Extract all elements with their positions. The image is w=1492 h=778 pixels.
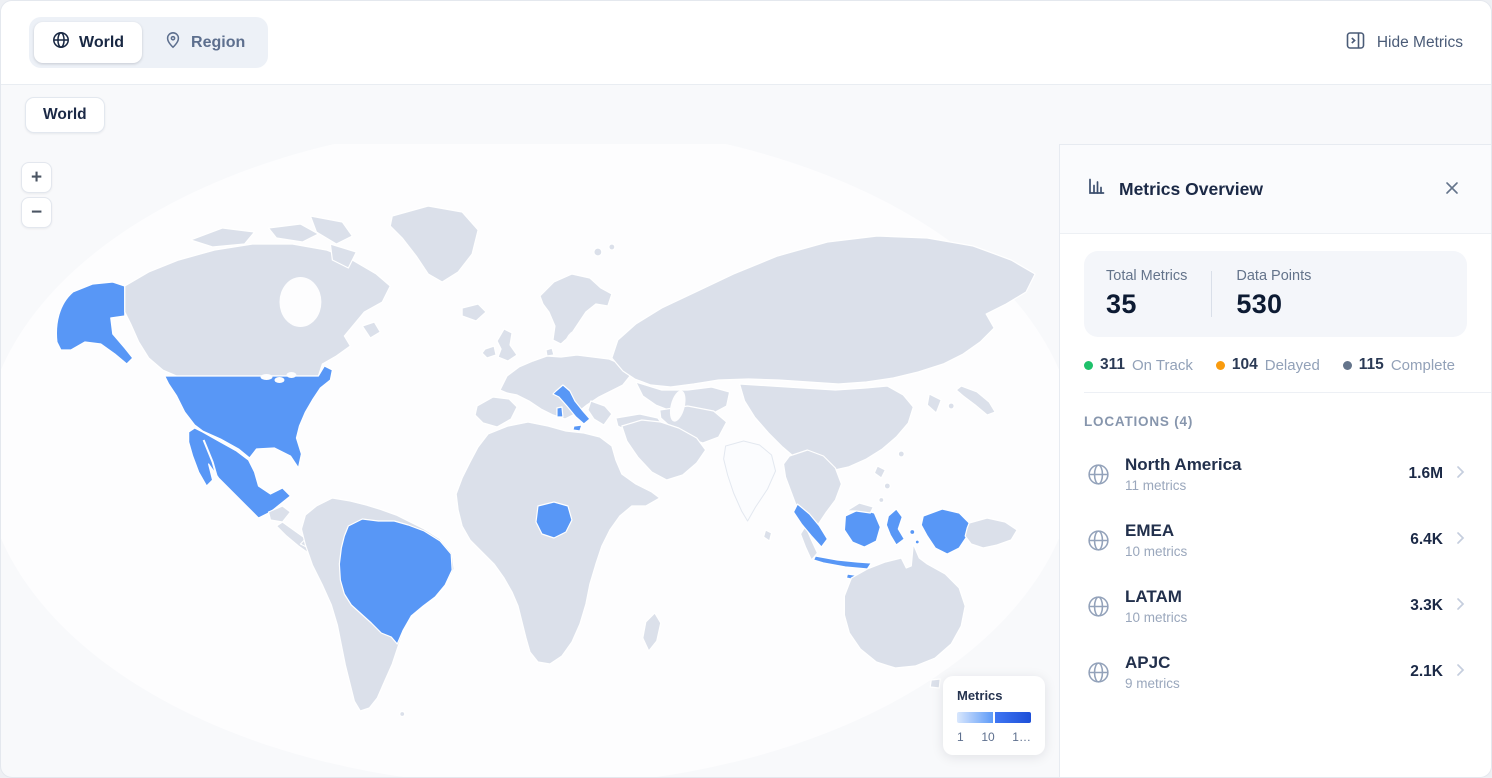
toggle-region-button[interactable]: Region bbox=[146, 22, 263, 63]
stats-summary-card: Total Metrics 35 Data Points 530 bbox=[1084, 251, 1467, 337]
chevron-right-icon bbox=[1456, 531, 1465, 550]
chevron-right-icon bbox=[1456, 465, 1465, 484]
panel-divider bbox=[1084, 392, 1491, 393]
country-brazil[interactable] bbox=[338, 518, 453, 645]
chevron-right-icon bbox=[1456, 663, 1465, 682]
location-name: EMEA bbox=[1125, 521, 1175, 540]
landmass-asia bbox=[593, 235, 1036, 561]
country-nigeria[interactable] bbox=[535, 501, 573, 539]
country-india[interactable] bbox=[723, 440, 777, 522]
zoom-in-button[interactable]: + bbox=[21, 162, 52, 193]
location-metric-count: 11 metrics bbox=[1125, 478, 1187, 493]
world-map[interactable]: + − Metrics 1 10 1… bbox=[1, 144, 1059, 778]
metrics-panel: Metrics Overview Total Metrics 35 Data bbox=[1059, 144, 1491, 777]
breadcrumb: World bbox=[1, 85, 1491, 144]
status-count-on-track: 311 bbox=[1100, 356, 1126, 373]
stat-total-metrics-value: 35 bbox=[1106, 289, 1137, 319]
close-icon bbox=[1443, 179, 1461, 200]
legend-gradient-high bbox=[995, 712, 1031, 723]
globe-icon bbox=[1086, 660, 1111, 685]
country-italy[interactable] bbox=[552, 384, 591, 425]
status-dot-complete bbox=[1342, 360, 1352, 370]
status-dot-delayed bbox=[1215, 360, 1225, 370]
toggle-region-label: Region bbox=[191, 33, 246, 51]
status-on-track: 311 On Track bbox=[1084, 356, 1193, 374]
landmass-europe bbox=[474, 273, 665, 434]
hide-metrics-button[interactable]: Hide Metrics bbox=[1345, 30, 1463, 56]
panel-right-icon bbox=[1345, 30, 1366, 56]
toggle-world-button[interactable]: World bbox=[34, 22, 143, 63]
breadcrumb-world-chip[interactable]: World bbox=[25, 96, 105, 133]
stat-total-metrics-label: Total Metrics bbox=[1106, 268, 1188, 284]
status-delayed: 104 Delayed bbox=[1215, 356, 1320, 374]
location-value: 2.1K bbox=[1410, 663, 1443, 680]
location-value: 6.4K bbox=[1410, 531, 1443, 548]
panel-title: Metrics Overview bbox=[1119, 178, 1263, 199]
legend-ticks: 1 10 1… bbox=[957, 730, 1031, 744]
country-united-states[interactable] bbox=[164, 365, 333, 469]
locations-section: LOCATIONS (4) North America 11 metrics 1… bbox=[1060, 393, 1491, 719]
location-name: North America bbox=[1125, 455, 1242, 474]
map-canvas[interactable] bbox=[1, 144, 1059, 778]
globe-icon bbox=[1086, 462, 1111, 487]
stat-data-points: Data Points 530 bbox=[1236, 268, 1311, 320]
map-zoom-controls: + − bbox=[21, 162, 52, 228]
location-name: LATAM bbox=[1125, 587, 1182, 606]
location-metric-count: 9 metrics bbox=[1125, 676, 1180, 691]
stat-total-metrics: Total Metrics 35 bbox=[1106, 268, 1187, 320]
status-count-complete: 115 bbox=[1358, 356, 1384, 373]
globe-icon bbox=[1086, 528, 1111, 553]
locations-header: LOCATIONS (4) bbox=[1084, 414, 1194, 429]
top-toolbar: World Region Hide Metric bbox=[1, 1, 1491, 85]
location-metric-count: 10 metrics bbox=[1125, 610, 1188, 625]
landmass-south-america bbox=[300, 497, 455, 718]
location-metric-count: 10 metrics bbox=[1125, 544, 1188, 559]
chevron-right-icon bbox=[1456, 597, 1465, 616]
metrics-panel-header: Metrics Overview bbox=[1060, 145, 1491, 234]
landmass-oceania bbox=[792, 502, 1028, 731]
location-row-emea[interactable]: EMEA 10 metrics 6.4K bbox=[1084, 511, 1467, 569]
stats-divider bbox=[1211, 271, 1213, 317]
map-pin-icon bbox=[164, 31, 182, 54]
toggle-world-label: World bbox=[79, 33, 125, 51]
country-greenland[interactable] bbox=[389, 205, 479, 283]
globe-icon bbox=[52, 31, 70, 54]
stat-data-points-value: 530 bbox=[1236, 289, 1283, 319]
hide-metrics-label: Hide Metrics bbox=[1376, 33, 1463, 51]
country-indonesia[interactable] bbox=[792, 503, 829, 548]
location-row-latam[interactable]: LATAM 10 metrics 3.3K bbox=[1084, 577, 1467, 635]
legend-tick-max: 1… bbox=[1012, 730, 1031, 744]
status-legend: 311 On Track 104 Delayed 115 Complete bbox=[1084, 356, 1467, 374]
legend-gradient-bar bbox=[957, 712, 1031, 723]
map-legend: Metrics 1 10 1… bbox=[943, 676, 1045, 755]
zoom-out-button[interactable]: − bbox=[21, 197, 52, 228]
status-count-delayed: 104 bbox=[1231, 356, 1258, 373]
location-row-apjc[interactable]: APJC 9 metrics 2.1K bbox=[1084, 643, 1467, 701]
location-value: 3.3K bbox=[1410, 597, 1443, 614]
legend-tick-min: 1 bbox=[957, 730, 964, 744]
status-dot-on-track bbox=[1084, 360, 1093, 370]
country-alaska-us[interactable] bbox=[55, 281, 134, 365]
status-label-delayed: Delayed bbox=[1264, 356, 1320, 374]
landmass-africa bbox=[455, 421, 662, 665]
location-row-north-america[interactable]: North America 11 metrics 1.6M bbox=[1084, 445, 1467, 503]
legend-tick-mid: 10 bbox=[981, 730, 995, 744]
location-name: APJC bbox=[1125, 653, 1171, 672]
status-label-complete: Complete bbox=[1390, 356, 1456, 374]
legend-title: Metrics bbox=[957, 688, 1003, 703]
legend-gradient-low bbox=[957, 712, 993, 723]
bar-chart-icon bbox=[1086, 176, 1107, 202]
stat-data-points-label: Data Points bbox=[1236, 268, 1312, 284]
close-panel-button[interactable] bbox=[1439, 175, 1465, 204]
globe-icon bbox=[1086, 594, 1111, 619]
status-complete: 115 Complete bbox=[1342, 356, 1456, 374]
country-australia[interactable] bbox=[843, 543, 966, 669]
landmass-north-america bbox=[55, 205, 487, 567]
country-mexico[interactable] bbox=[188, 427, 292, 519]
status-label-on-track: On Track bbox=[1132, 356, 1193, 374]
view-toggle: World Region bbox=[29, 17, 269, 68]
location-value: 1.6M bbox=[1408, 465, 1443, 482]
